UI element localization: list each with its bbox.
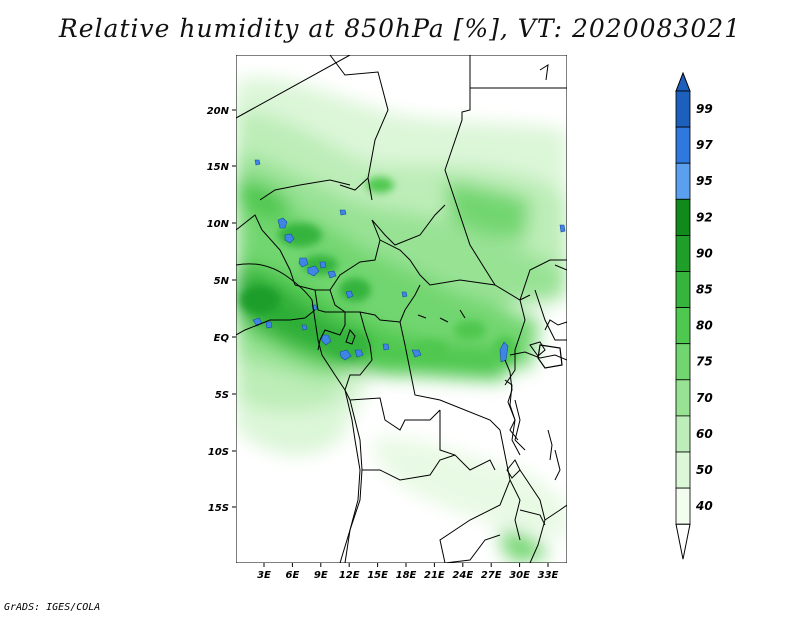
colorbar-swatch bbox=[675, 126, 691, 164]
country-borders bbox=[236, 55, 567, 563]
colorbar: 99 97 95 92 90 85 80 75 70 60 50 40 bbox=[675, 71, 713, 560]
lon-label: 6E bbox=[286, 570, 300, 581]
colorbar-level-label: 40 bbox=[695, 499, 713, 513]
lon-label: 24E bbox=[452, 570, 473, 581]
lon-axis: 3E 6E 9E 12E 15E 18E 21E 24E 27E 30E 33E bbox=[257, 563, 559, 581]
colorbar-level-label: 97 bbox=[696, 138, 713, 152]
colorbar-level-label: 92 bbox=[696, 210, 713, 224]
lat-label: EQ bbox=[214, 333, 230, 344]
lat-label: 15N bbox=[207, 162, 230, 173]
lat-axis: 20N 15N 10N 5N EQ 5S 10S 15S bbox=[207, 106, 236, 514]
colorbar-swatch bbox=[675, 343, 691, 381]
colorbar-top-arrow bbox=[675, 71, 691, 92]
colorbar-swatch bbox=[675, 271, 691, 308]
lon-label: 21E bbox=[424, 570, 445, 581]
lat-label: 10N bbox=[207, 219, 230, 230]
colorbar-level-label: 60 bbox=[696, 427, 713, 441]
lat-label: 15S bbox=[208, 503, 229, 514]
colorbar-swatch bbox=[675, 415, 691, 453]
colorbar-swatch bbox=[675, 379, 691, 417]
colorbar-level-label: 75 bbox=[696, 355, 713, 369]
lon-label: 9E bbox=[314, 570, 328, 581]
colorbar-level-label: 90 bbox=[696, 246, 713, 260]
coastline bbox=[236, 263, 361, 563]
colorbar-level-label: 99 bbox=[696, 102, 713, 116]
lat-label: 20N bbox=[207, 106, 230, 117]
colorbar-swatch bbox=[675, 198, 691, 236]
colorbar-swatch bbox=[675, 487, 691, 525]
humidity-field bbox=[236, 77, 567, 563]
colorbar-swatch bbox=[675, 234, 691, 272]
high-humidity-cells bbox=[252, 159, 566, 363]
colorbar-level-label: 80 bbox=[696, 319, 713, 333]
lat-label: 5N bbox=[214, 276, 230, 287]
colorbar-swatch bbox=[675, 307, 691, 345]
map-panel bbox=[236, 55, 567, 563]
lon-label: 3E bbox=[257, 570, 271, 581]
lon-label: 12E bbox=[339, 570, 360, 581]
colorbar-level-label: 50 bbox=[696, 463, 713, 477]
lon-label: 27E bbox=[481, 570, 502, 581]
colorbar-level-label: 70 bbox=[696, 391, 713, 405]
lat-label: 10S bbox=[208, 447, 229, 458]
lake-outlines bbox=[417, 314, 553, 461]
colorbar-swatch bbox=[675, 162, 691, 200]
colorbar-swatch bbox=[675, 451, 691, 489]
lon-label: 30E bbox=[509, 570, 530, 581]
lon-label: 15E bbox=[367, 570, 388, 581]
lon-label: 33E bbox=[538, 570, 559, 581]
colorbar-swatch bbox=[675, 90, 691, 128]
lon-label: 18E bbox=[396, 570, 417, 581]
lat-label: 5S bbox=[215, 390, 229, 401]
grads-credit: GrADS: IGES/COLA bbox=[4, 602, 101, 613]
colorbar-level-label: 95 bbox=[696, 174, 713, 188]
colorbar-level-label: 85 bbox=[696, 283, 713, 297]
colorbar-bottom-arrow bbox=[675, 523, 691, 560]
map-title: Relative humidity at 850hPa [%], VT: 202… bbox=[58, 14, 742, 43]
